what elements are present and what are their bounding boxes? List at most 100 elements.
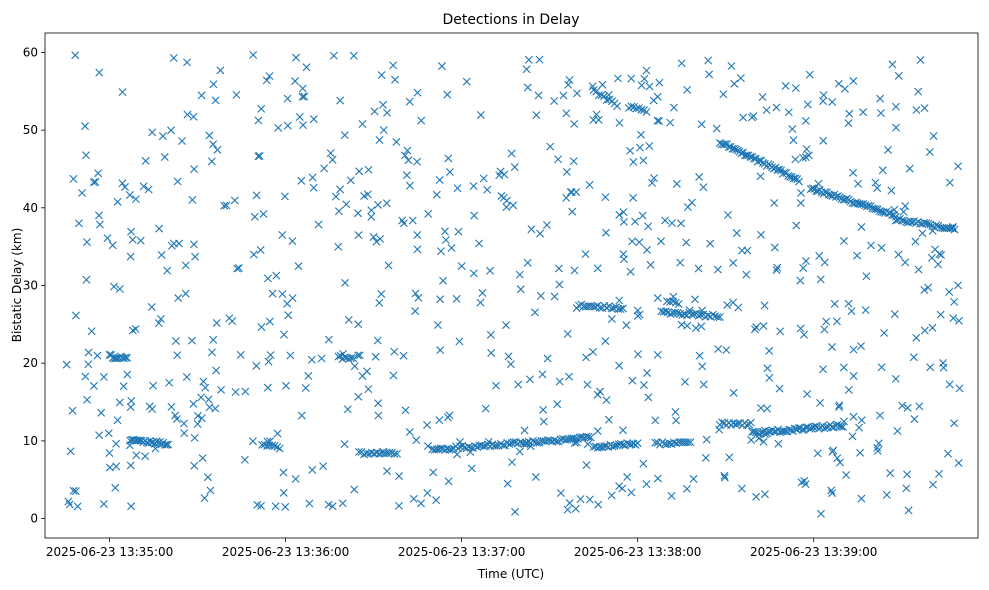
- detection-point: [108, 241, 117, 250]
- detection-point: [894, 250, 903, 259]
- detection-point: [819, 91, 828, 100]
- detection-point: [444, 154, 453, 163]
- detection-point: [372, 237, 381, 246]
- detection-point: [134, 436, 143, 445]
- detection-point: [936, 310, 945, 319]
- detection-point: [167, 402, 176, 411]
- detection-point: [417, 499, 425, 508]
- detection-point: [734, 303, 743, 312]
- detection-point: [857, 416, 866, 425]
- detection-point: [910, 415, 919, 424]
- detection-point: [800, 330, 809, 339]
- detection-point: [408, 216, 417, 225]
- detection-point: [131, 325, 140, 334]
- detection-point: [563, 329, 572, 338]
- detection-point: [193, 420, 202, 428]
- detection-point: [598, 80, 607, 89]
- detection-point: [509, 438, 518, 447]
- detection-point: [139, 182, 148, 191]
- detection-point: [283, 121, 292, 130]
- detection-point: [683, 85, 692, 94]
- detection-point: [745, 420, 754, 429]
- detection-point: [945, 178, 954, 187]
- detection-point: [731, 420, 740, 429]
- detection-point: [404, 156, 413, 165]
- detection-point: [633, 439, 642, 448]
- detection-point: [801, 257, 810, 266]
- detection-point: [752, 323, 761, 332]
- detection-point: [354, 447, 363, 456]
- detection-point: [585, 180, 594, 189]
- detection-point: [612, 441, 621, 450]
- detection-point: [563, 505, 572, 514]
- detection-point: [286, 351, 295, 360]
- detection-point: [205, 131, 214, 140]
- detection-point: [174, 294, 183, 303]
- detection-point: [954, 281, 963, 290]
- detection-point: [69, 486, 78, 495]
- detection-point: [73, 502, 82, 511]
- detection-point: [871, 178, 880, 187]
- detection-point: [346, 354, 355, 363]
- detection-point: [398, 216, 407, 225]
- detection-point: [905, 164, 914, 173]
- detection-point: [640, 74, 649, 83]
- detection-point: [164, 440, 173, 449]
- detection-point: [531, 473, 540, 482]
- detection-point: [436, 346, 445, 355]
- detection-point: [225, 314, 234, 323]
- detection-point: [314, 220, 323, 229]
- detection-point: [354, 231, 363, 240]
- detection-point: [154, 319, 163, 328]
- detection-point: [720, 471, 729, 480]
- detection-point: [284, 311, 293, 320]
- detection-point: [819, 136, 828, 145]
- detection-point: [439, 276, 448, 285]
- detection-point: [273, 429, 282, 438]
- detection-point: [476, 110, 485, 119]
- detection-point: [233, 264, 242, 273]
- detection-point: [507, 149, 516, 158]
- detection-point: [487, 348, 496, 357]
- detection-point: [190, 165, 199, 174]
- detection-point: [169, 239, 178, 248]
- detection-point: [340, 131, 349, 140]
- detection-point: [524, 55, 533, 64]
- detection-point: [539, 417, 548, 426]
- detection-point: [171, 336, 180, 345]
- detection-point: [197, 91, 206, 100]
- detection-point: [929, 480, 938, 489]
- detection-point: [924, 219, 933, 228]
- detection-point: [565, 75, 574, 84]
- detection-point: [82, 151, 90, 160]
- detection-point: [470, 211, 479, 220]
- detection-point: [784, 108, 793, 117]
- detection-point: [775, 384, 784, 393]
- detection-point: [424, 209, 433, 218]
- detection-point: [849, 372, 858, 381]
- detection-point: [697, 322, 706, 331]
- detection-point: [886, 469, 895, 478]
- detection-point: [433, 321, 442, 330]
- detection-point: [765, 373, 774, 382]
- detection-point: [273, 443, 282, 452]
- detection-point: [713, 265, 722, 274]
- detection-point: [304, 371, 313, 380]
- detection-point: [525, 375, 534, 384]
- detection-point: [554, 155, 563, 164]
- detection-point: [180, 429, 189, 438]
- detection-point: [615, 118, 624, 127]
- detection-point: [648, 178, 657, 187]
- detection-point: [615, 210, 624, 219]
- detection-point: [382, 199, 391, 208]
- detection-point: [95, 68, 104, 77]
- detection-point: [569, 157, 578, 166]
- detection-point: [602, 228, 610, 237]
- detection-point: [535, 55, 544, 64]
- detection-point: [653, 474, 662, 483]
- detection-point: [382, 467, 391, 476]
- detection-point: [370, 107, 379, 116]
- detection-point: [136, 236, 145, 245]
- detection-point: [127, 502, 136, 511]
- detection-point: [520, 426, 529, 435]
